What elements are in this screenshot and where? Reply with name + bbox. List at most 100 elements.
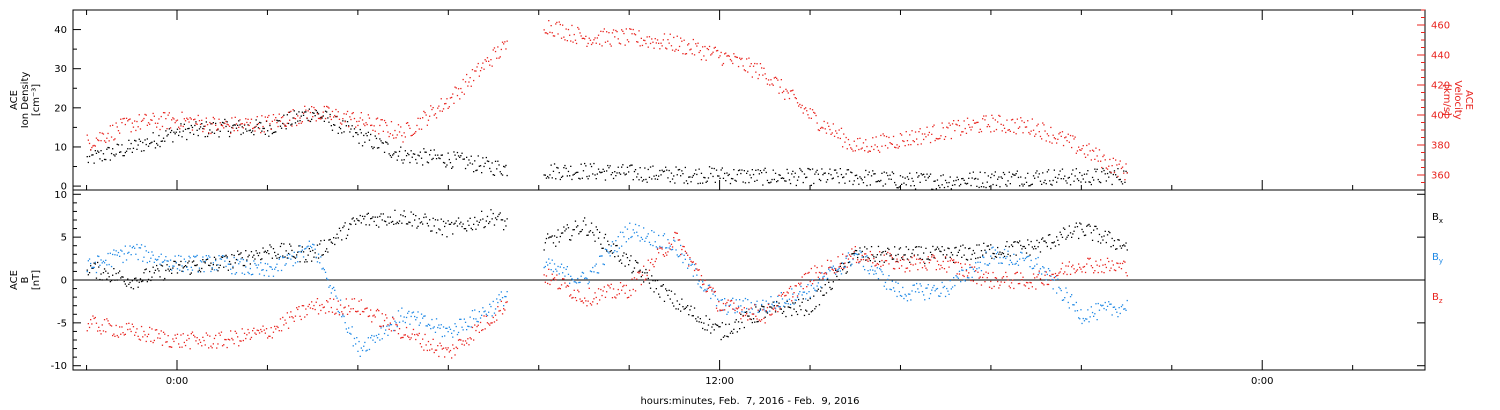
bottom-ytick-label: 0 — [61, 276, 67, 287]
by-point — [293, 251, 295, 253]
bx-point — [357, 219, 359, 221]
velocity-point — [203, 128, 205, 130]
ion-density-point — [647, 168, 649, 171]
ion-density-point — [625, 173, 627, 175]
by-point — [936, 287, 939, 290]
velocity-point — [212, 116, 214, 119]
bz-point — [1084, 271, 1087, 274]
by-point — [559, 266, 561, 268]
by-point — [365, 350, 367, 352]
ion-density-point — [389, 154, 391, 157]
top-right-ytick-label: 460 — [1431, 21, 1450, 32]
bx-point — [1091, 239, 1094, 241]
bx-point — [876, 254, 878, 256]
by-point — [1105, 309, 1107, 311]
ion-density-point — [1001, 177, 1003, 179]
velocity-point — [245, 118, 247, 120]
bx-point — [798, 298, 800, 301]
bx-point — [112, 274, 114, 276]
bz-point — [176, 333, 179, 335]
bx-point — [157, 268, 159, 270]
bx-point — [199, 271, 202, 273]
ion-density-point — [741, 169, 743, 171]
bx-point — [503, 229, 505, 231]
bz-point — [574, 297, 577, 299]
velocity-point — [356, 120, 358, 123]
velocity-point — [783, 90, 785, 92]
velocity-point — [489, 64, 491, 66]
ion-density-point — [255, 119, 257, 121]
bx-point — [1059, 231, 1061, 233]
velocity-point — [143, 117, 145, 120]
bz-point — [153, 339, 155, 342]
bz-point — [353, 298, 356, 300]
velocity-point — [749, 65, 751, 67]
velocity-point — [563, 36, 565, 38]
by-point — [350, 333, 352, 335]
ion-density-point — [994, 171, 996, 173]
bx-point — [125, 285, 128, 287]
by-point — [934, 290, 936, 292]
bx-point — [180, 260, 182, 263]
by-point — [105, 259, 107, 261]
by-point — [566, 266, 568, 268]
bx-point — [704, 329, 706, 331]
ion-density-point — [394, 151, 396, 153]
by-point — [729, 304, 732, 306]
bx-point — [225, 254, 227, 256]
by-point — [1043, 267, 1045, 269]
bz-point — [99, 330, 101, 332]
by-point — [441, 335, 443, 338]
ion-density-point — [464, 167, 467, 170]
ion-density-point — [213, 132, 216, 134]
bottom-ytick-label: -10 — [51, 361, 67, 372]
bx-point — [875, 256, 877, 258]
bz-point — [357, 310, 359, 312]
bz-point — [965, 270, 968, 272]
velocity-point — [297, 115, 299, 117]
velocity-point — [983, 115, 985, 117]
bz-point — [1072, 264, 1074, 266]
velocity-point — [913, 141, 915, 143]
ion-density-point — [806, 176, 808, 178]
ion-density-point — [187, 128, 189, 130]
velocity-point — [97, 139, 99, 141]
velocity-point — [220, 124, 223, 126]
by-point — [314, 248, 316, 250]
bz-point — [950, 258, 952, 260]
ion-density-point — [977, 178, 979, 180]
ion-density-point — [1090, 183, 1092, 186]
by-point — [291, 255, 293, 257]
by-point — [867, 270, 869, 272]
bz-point — [616, 294, 618, 296]
ion-density-point — [909, 172, 911, 174]
bx-point — [816, 290, 818, 292]
velocity-point — [383, 119, 386, 122]
bz-point — [575, 299, 578, 302]
velocity-point — [864, 150, 866, 152]
bx-point — [621, 262, 623, 264]
ion-density-point — [566, 175, 568, 177]
velocity-point — [729, 58, 732, 61]
by-point — [726, 313, 728, 315]
bx-point — [149, 270, 151, 273]
by-point — [1096, 319, 1098, 321]
bz-point — [658, 252, 660, 254]
bx-point — [371, 217, 373, 219]
by-point — [241, 272, 243, 274]
ion-density-point — [491, 162, 493, 164]
bx-point — [813, 295, 815, 297]
velocity-point — [371, 124, 373, 126]
bz-point — [331, 311, 334, 313]
by-point — [560, 263, 563, 265]
velocity-point — [1082, 145, 1084, 147]
bx-point — [278, 257, 280, 259]
bz-point — [1002, 276, 1005, 278]
velocity-point — [1049, 141, 1051, 143]
bx-point — [208, 264, 210, 266]
bz-point — [929, 259, 932, 261]
bz-point — [88, 326, 91, 329]
by-point — [659, 245, 661, 248]
by-point — [405, 316, 408, 319]
by-point — [581, 271, 583, 274]
